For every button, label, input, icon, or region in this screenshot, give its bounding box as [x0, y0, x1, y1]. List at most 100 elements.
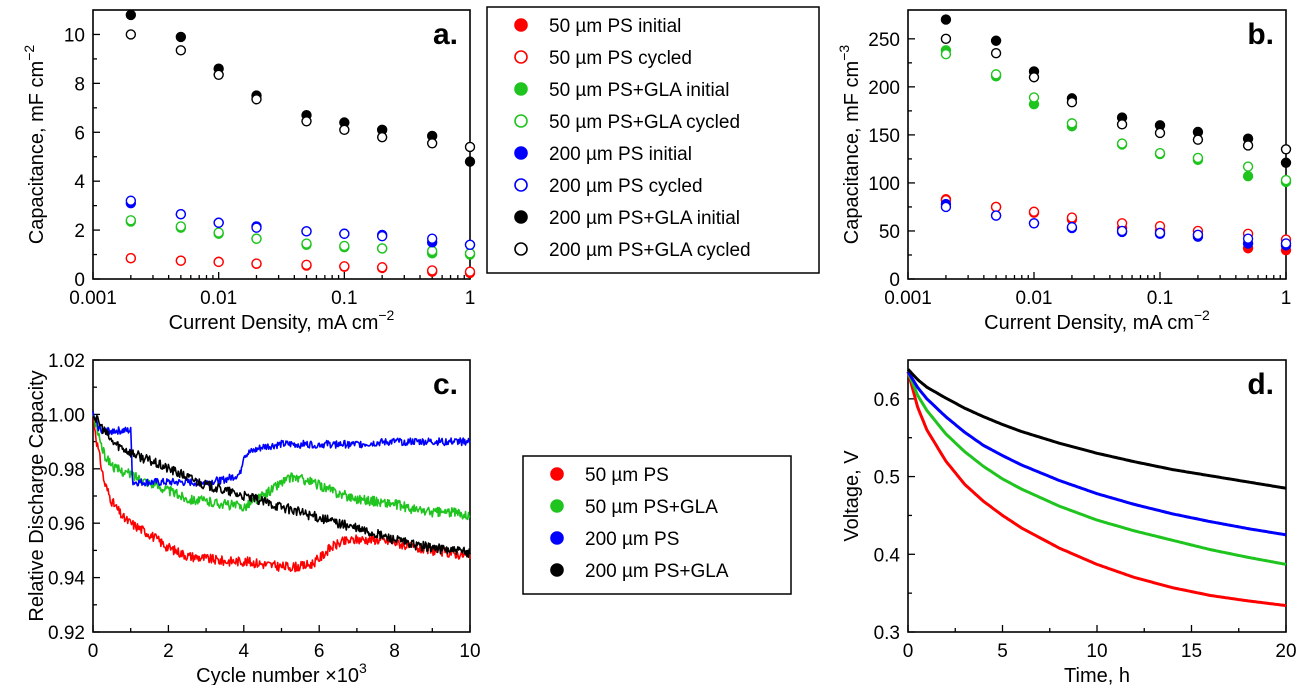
- series-line-blue: [92, 411, 471, 487]
- legend-frame: [522, 455, 792, 595]
- point-red-open: [301, 259, 312, 271]
- y-tick-label: 50: [879, 222, 900, 243]
- legend-marker: [514, 82, 528, 96]
- point-blue-open: [376, 231, 388, 242]
- x-axis-label: Current Density, mA cm−2: [984, 307, 1210, 334]
- legend-marker: [550, 563, 564, 577]
- x-tick-label: 6: [314, 641, 325, 662]
- x-tick-label: 15: [1181, 641, 1202, 662]
- point-black-open: [1028, 72, 1040, 83]
- point-black-open: [1242, 140, 1254, 151]
- point-red-open: [376, 262, 388, 273]
- series-line-red: [906, 371, 1287, 608]
- x-tick-label: 10: [1086, 641, 1107, 662]
- point-blue-open: [339, 228, 350, 239]
- point-blue-open: [213, 217, 224, 228]
- series-line-red: [92, 414, 471, 573]
- point-black-open: [1154, 127, 1166, 139]
- point-green-open: [339, 240, 350, 252]
- point-blue-open: [1028, 218, 1040, 229]
- x-axis-label: Current Density, mA cm−2: [169, 307, 395, 334]
- point-black-open: [1280, 144, 1292, 155]
- panel-label: a.: [433, 18, 458, 51]
- legend-entry: 50 µm PS: [585, 465, 669, 486]
- x-tick-label: 2: [163, 641, 174, 662]
- point-black-open: [213, 69, 224, 81]
- point-black-filled: [175, 31, 187, 43]
- point-black-open: [301, 116, 312, 127]
- x-tick-label: 0.1: [1147, 288, 1173, 309]
- y-tick-label: 10: [64, 25, 85, 46]
- point-green-open: [940, 48, 952, 60]
- point-blue-open: [251, 222, 262, 233]
- point-green-open: [301, 238, 312, 249]
- legend-marker: [550, 499, 564, 513]
- x-tick-label: 0: [903, 641, 914, 662]
- y-tick-label: 6: [74, 123, 85, 144]
- legend-marker: [514, 178, 528, 192]
- axes-frame: [907, 359, 1287, 633]
- point-black-open: [990, 48, 1002, 59]
- y-tick-label: 0.3: [874, 623, 900, 644]
- panel-label: c.: [433, 368, 458, 401]
- point-red-open: [251, 258, 262, 269]
- legend-entry: 50 µm PS cycled: [549, 48, 692, 69]
- legend-entry: 200 µm PS+GLA: [585, 561, 729, 582]
- y-tick-label: 0: [889, 270, 900, 291]
- y-tick-label: 0: [74, 270, 85, 291]
- axes-frame: [92, 9, 471, 280]
- point-blue-open: [1280, 238, 1292, 249]
- y-axis-label: Relative Discharge Capacity: [26, 370, 48, 621]
- point-red-open: [213, 256, 224, 268]
- point-green-open: [175, 221, 187, 232]
- x-tick-label: 0: [88, 641, 99, 662]
- y-tick-label: 1.02: [48, 351, 85, 372]
- series-line-black: [906, 368, 1287, 490]
- legend-entry: 50 µm PS initial: [549, 16, 681, 37]
- x-tick-label: 4: [239, 641, 250, 662]
- legend-bottom: 50 µm PS 50 µm PS+GLA 200 µm PS 200 µm PS+G…: [522, 455, 792, 595]
- x-tick-label: 0.01: [200, 288, 237, 309]
- point-black-open: [1192, 134, 1204, 145]
- point-green-open: [1066, 118, 1078, 129]
- point-red-open: [339, 261, 350, 272]
- y-tick-label: 1.00: [48, 405, 85, 426]
- legend-marker: [514, 50, 528, 64]
- point-red-open: [1028, 206, 1040, 217]
- legend-marker: [514, 18, 528, 32]
- x-tick-label: 0.01: [1016, 288, 1053, 309]
- point-blue-open: [464, 239, 476, 250]
- x-tick-label: 1: [465, 288, 476, 309]
- point-black-open: [339, 124, 350, 136]
- legend-entry: 200 µm PS initial: [549, 144, 692, 165]
- panel-label: d.: [1247, 368, 1274, 401]
- y-tick-label: 0.4: [874, 545, 901, 566]
- point-green-filled: [1242, 171, 1254, 182]
- y-tick-label: 0.6: [874, 390, 900, 411]
- point-black-open: [251, 94, 262, 105]
- point-green-open: [376, 243, 388, 254]
- chart-panel-d: 0 5 10 15 20 0.3 0.4 0.5 0.6 Time, h Voltage, V d.: [841, 359, 1297, 685]
- point-black-open: [376, 131, 388, 143]
- point-blue-open: [125, 195, 137, 206]
- y-tick-label: 0.5: [874, 468, 900, 489]
- y-tick-label: 0.96: [48, 514, 85, 535]
- x-tick-label: 8: [389, 641, 400, 662]
- y-axis-label: Capacitance, mF cm−2: [21, 45, 48, 245]
- legend-marker: [550, 531, 564, 545]
- point-green-open: [1192, 152, 1204, 164]
- point-blue-open: [990, 210, 1002, 221]
- point-black-filled: [990, 35, 1002, 46]
- point-black-open: [940, 33, 952, 45]
- point-black-open: [1066, 97, 1078, 108]
- legend-entry: 200 µm PS+GLA cycled: [549, 240, 751, 261]
- point-red-open: [125, 253, 137, 264]
- point-blue-open: [1242, 233, 1254, 244]
- legend-marker: [514, 242, 528, 256]
- series-line-green: [906, 371, 1287, 566]
- x-tick-label: 5: [997, 641, 1008, 662]
- legend-entry: 200 µm PS+GLA initial: [549, 208, 740, 229]
- x-tick-label: 10: [459, 641, 480, 662]
- x-tick-label: 1: [1281, 288, 1292, 309]
